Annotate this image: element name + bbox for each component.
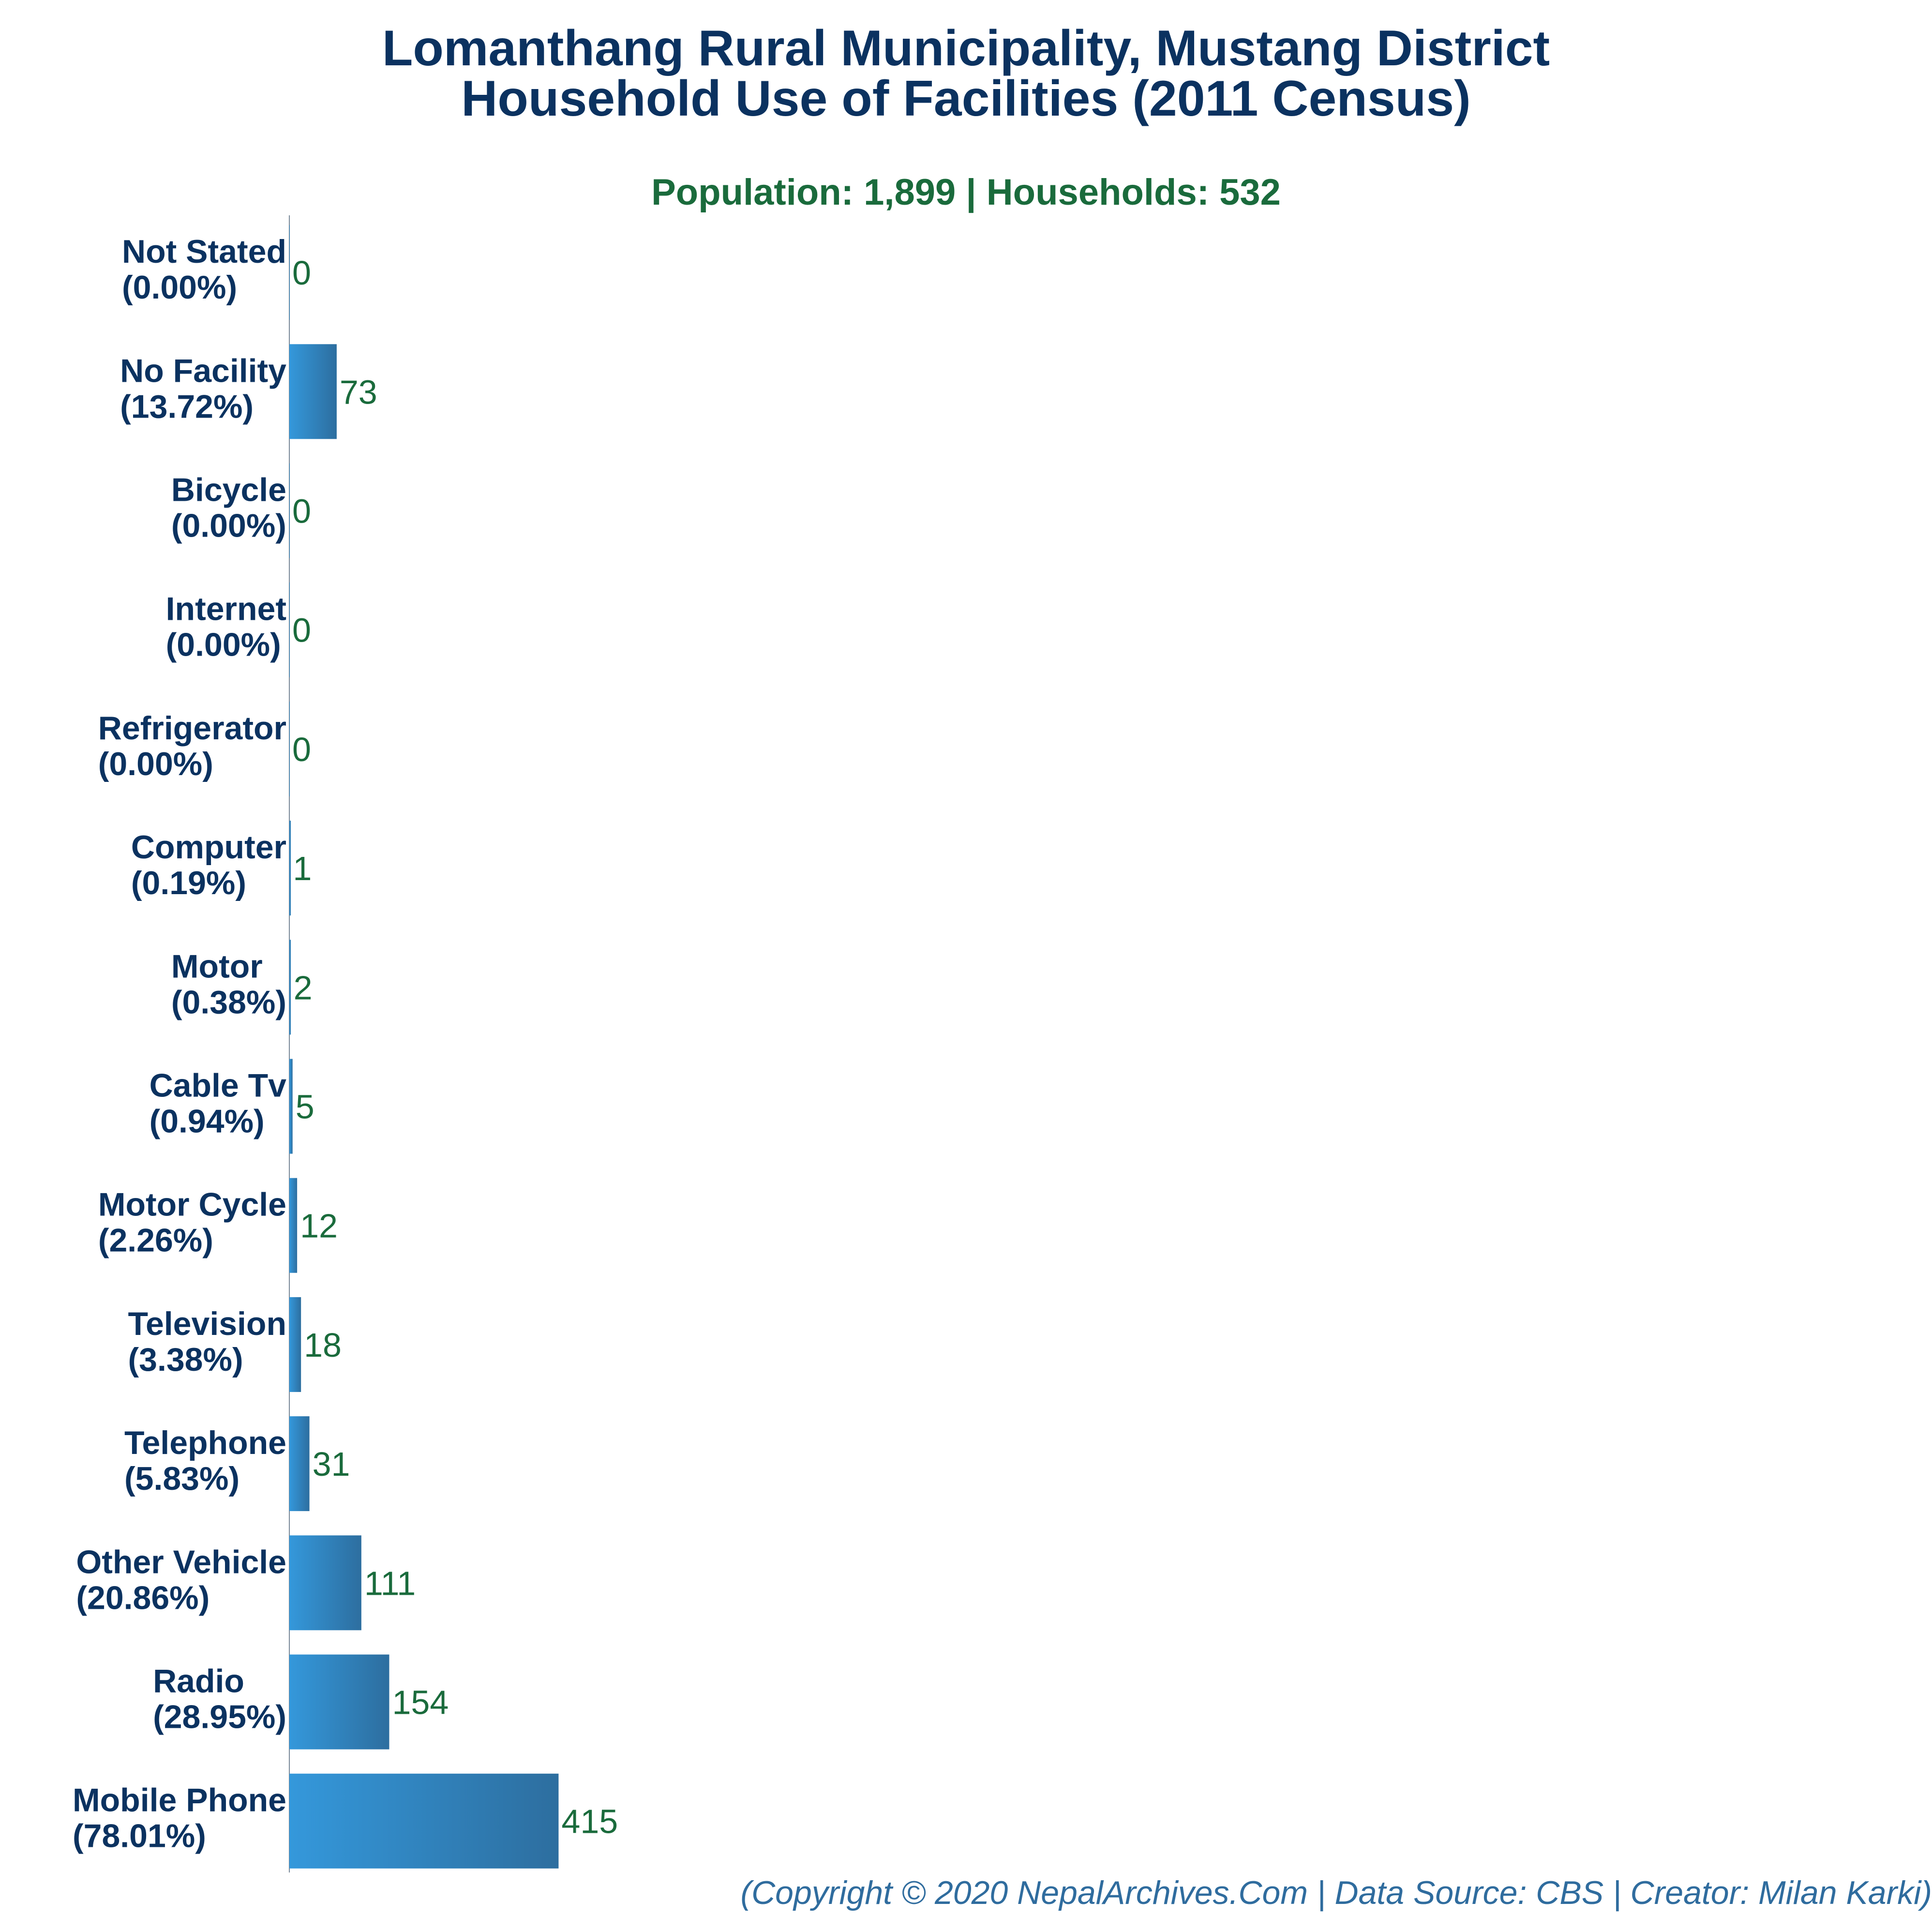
category-name: Motor Cycle: [98, 1186, 286, 1223]
category-percent: (0.00%): [166, 627, 281, 663]
bar-no-facility: [289, 344, 337, 439]
category-name: Motor: [171, 948, 263, 985]
bar-motor: [289, 940, 291, 1035]
category-label-computer: Computer(0.19%): [131, 829, 286, 901]
category-label-internet: Internet(0.00%): [166, 591, 286, 663]
value-label: 415: [561, 1803, 618, 1841]
category-percent: (0.19%): [131, 865, 246, 901]
category-label-bicycle: Bicycle(0.00%): [171, 472, 286, 544]
category-label-motor-cycle: Motor Cycle(2.26%): [98, 1186, 286, 1259]
value-label: 18: [304, 1326, 342, 1364]
category-name: Internet: [166, 591, 286, 628]
bar-radio: [289, 1654, 389, 1750]
category-name: Mobile Phone: [73, 1782, 286, 1819]
bar-computer: [289, 821, 291, 916]
value-label: 1: [293, 850, 312, 887]
category-label-other-vehicle: Other Vehicle(20.86%): [76, 1543, 286, 1616]
category-name: Other Vehicle: [76, 1543, 286, 1580]
bar-telephone: [289, 1416, 310, 1512]
bar-mobile-phone: [289, 1773, 559, 1869]
chart-title-line-1: Lomanthang Rural Municipality, Mustang D…: [382, 20, 1550, 76]
value-label: 0: [292, 493, 311, 530]
category-percent: (0.38%): [171, 984, 286, 1020]
chart-title-line-2: Household Use of Facilities (2011 Census…: [461, 71, 1471, 127]
category-percent: (13.72%): [120, 388, 254, 425]
category-name: Bicycle: [171, 472, 286, 509]
category-percent: (28.95%): [153, 1699, 286, 1736]
category-percent: (0.94%): [150, 1103, 265, 1140]
category-label-cable-tv: Cable Tv(0.94%): [150, 1067, 287, 1140]
bar-bicycle: [289, 463, 290, 558]
bar-other-vehicle: [289, 1535, 361, 1631]
category-label-motor: Motor(0.38%): [171, 948, 286, 1020]
category-percent: (2.26%): [98, 1222, 213, 1259]
category-label-television: Television(3.38%): [128, 1305, 286, 1378]
value-label: 0: [292, 612, 311, 649]
value-label: 5: [296, 1088, 315, 1126]
category-label-mobile-phone: Mobile Phone(78.01%): [73, 1782, 286, 1855]
category-label-no-facility: No Facility(13.72%): [120, 352, 286, 425]
chart-footer-credit: (Copyright © 2020 NepalArchives.Com | Da…: [740, 1874, 1932, 1911]
category-label-not-stated: Not Stated(0.00%): [122, 233, 286, 306]
value-label: 2: [294, 969, 313, 1006]
bar-refrigerator: [289, 701, 290, 796]
category-percent: (20.86%): [76, 1579, 210, 1616]
value-label: 12: [300, 1207, 338, 1245]
value-label: 73: [340, 373, 377, 411]
value-label: 31: [313, 1445, 350, 1483]
category-name: Television: [128, 1305, 286, 1342]
category-name: Computer: [131, 829, 286, 866]
value-label: 111: [364, 1564, 416, 1602]
bar-not-stated: [289, 225, 290, 320]
value-label: 0: [292, 731, 311, 768]
category-percent: (0.00%): [122, 269, 237, 306]
bar-internet: [289, 582, 290, 677]
category-label-radio: Radio(28.95%): [153, 1663, 286, 1736]
value-label: 0: [292, 254, 311, 292]
category-percent: (0.00%): [171, 508, 286, 544]
value-label: 154: [392, 1684, 449, 1722]
category-name: No Facility: [120, 352, 286, 389]
category-percent: (3.38%): [128, 1341, 243, 1378]
bar-television: [289, 1297, 301, 1392]
category-label-refrigerator: Refrigerator(0.00%): [98, 710, 286, 782]
category-percent: (0.00%): [98, 746, 213, 782]
bar-motor-cycle: [289, 1178, 298, 1273]
category-name: Not Stated: [122, 233, 286, 270]
category-label-telephone: Telephone(5.83%): [124, 1424, 286, 1497]
category-name: Refrigerator: [98, 710, 286, 747]
category-name: Telephone: [124, 1424, 286, 1461]
category-name: Radio: [153, 1663, 244, 1700]
category-percent: (78.01%): [73, 1818, 206, 1855]
category-name: Cable Tv: [150, 1067, 287, 1104]
category-percent: (5.83%): [124, 1460, 240, 1497]
bar-cable-tv: [289, 1059, 293, 1154]
chart-subtitle: Population: 1,899 | Households: 532: [651, 172, 1281, 213]
